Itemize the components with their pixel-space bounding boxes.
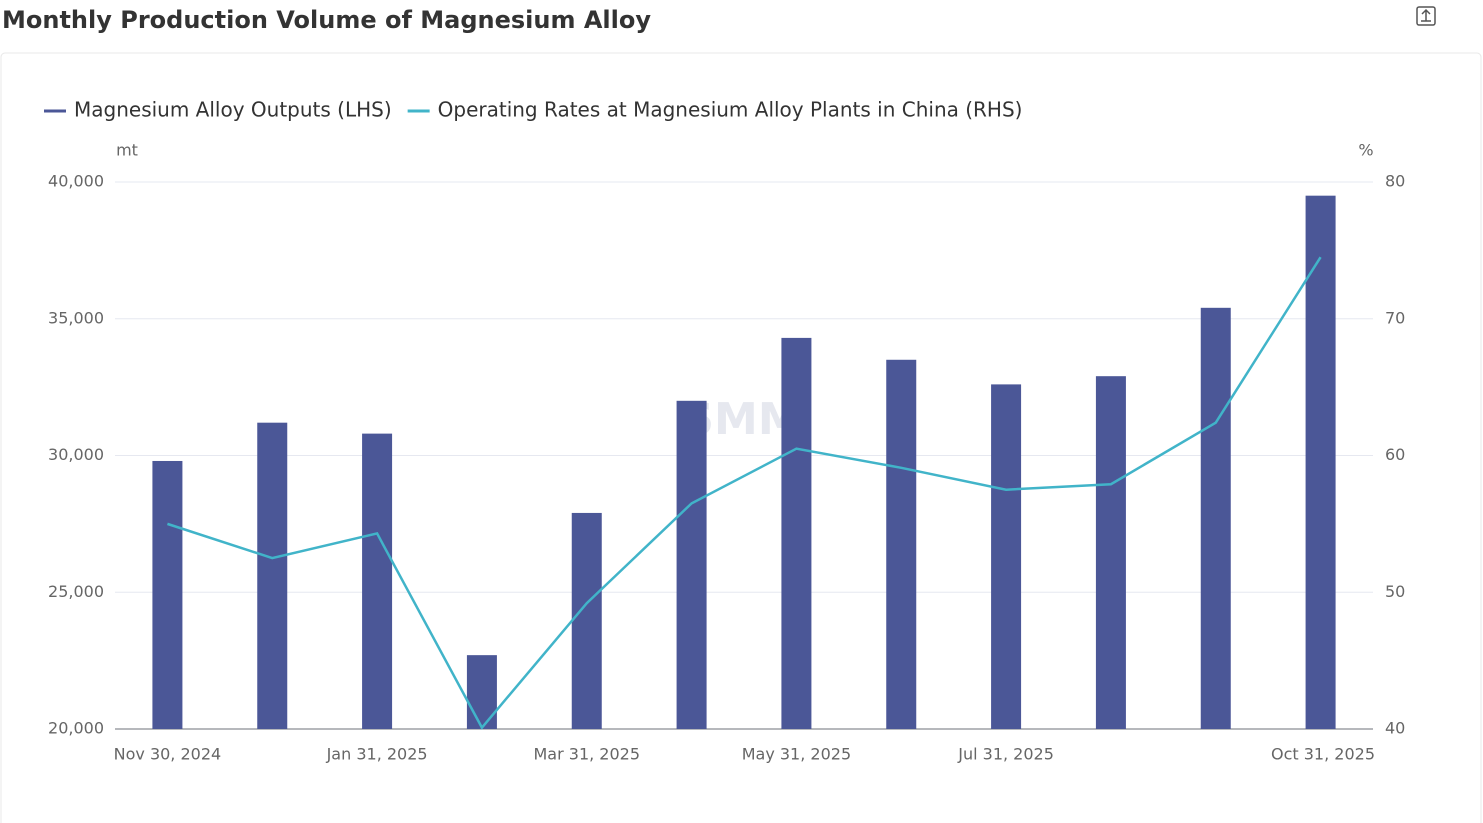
y2-tick-label: 70 bbox=[1385, 308, 1405, 327]
y-tick-label: 25,000 bbox=[48, 582, 104, 601]
y-tick-label: 20,000 bbox=[48, 719, 104, 738]
bar bbox=[1305, 195, 1336, 730]
y-unit: mt bbox=[116, 141, 138, 160]
bar bbox=[466, 655, 497, 729]
bar bbox=[571, 512, 602, 729]
y-tick-label: 35,000 bbox=[48, 308, 104, 327]
y2-tick-label: 50 bbox=[1385, 582, 1405, 601]
x-tick-label: May 31, 2025 bbox=[742, 745, 851, 764]
bar bbox=[781, 337, 812, 729]
chart-title: Monthly Production Volume of Magnesium A… bbox=[2, 6, 651, 34]
y2-tick-label: 40 bbox=[1385, 719, 1405, 738]
card bbox=[0, 52, 1482, 823]
legend-label: Magnesium Alloy Outputs (LHS) bbox=[74, 98, 392, 122]
x-tick-label: Oct 31, 2025 bbox=[1271, 745, 1375, 764]
bar bbox=[676, 400, 707, 729]
x-tick-label: Jan 31, 2025 bbox=[326, 745, 428, 764]
bar bbox=[362, 433, 393, 729]
legend-label: Operating Rates at Magnesium Alloy Plant… bbox=[438, 98, 1023, 122]
line bbox=[167, 256, 1322, 730]
y2-tick-label: 80 bbox=[1385, 172, 1405, 191]
x-tick-label: Nov 30, 2024 bbox=[114, 745, 222, 764]
y2-tick-label: 60 bbox=[1385, 445, 1405, 464]
bar bbox=[991, 384, 1022, 729]
bar bbox=[886, 359, 917, 729]
bar bbox=[1200, 307, 1231, 729]
bar bbox=[1095, 376, 1126, 729]
bar bbox=[257, 422, 288, 729]
x-tick-label: Jul 31, 2025 bbox=[957, 745, 1054, 764]
bar bbox=[152, 460, 183, 729]
x-tick-label: Mar 31, 2025 bbox=[533, 745, 640, 764]
y-tick-label: 30,000 bbox=[48, 445, 104, 464]
y-tick-label: 40,000 bbox=[48, 172, 104, 191]
y2-unit: % bbox=[1358, 141, 1373, 160]
export-icon[interactable] bbox=[1416, 6, 1436, 26]
